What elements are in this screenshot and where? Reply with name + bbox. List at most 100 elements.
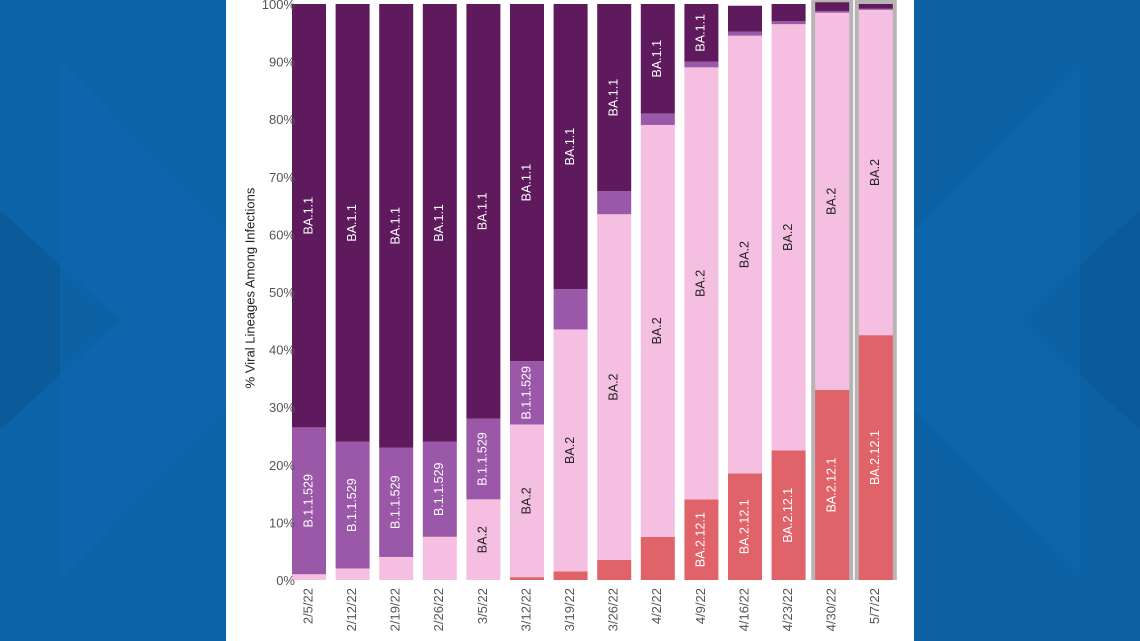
bar-segment-ba-2-3-19-22 [553,329,588,572]
segment-label-ba-2-4-9-22: BA.2 [694,270,708,297]
bar-segment-b-1-1-529-3-5-22 [466,418,501,500]
bar-segment-ba-2-4-23-22 [771,24,806,451]
segment-label-b-1-1-529-2-12-22: B.1.1.529 [345,478,359,532]
bar-segment-ba-2-3-5-22 [466,499,501,580]
segment-label-ba-2-4-23-22: BA.2 [781,224,795,251]
bar-segment-ba-2-4-30-22 [815,12,850,390]
segment-label-ba-2-3-5-22: BA.2 [476,526,490,553]
x-tick-label-5-7-22: 5/7/22 [867,588,882,624]
x-tick-label-4-30-22: 4/30/22 [824,588,839,631]
bar-segment-ba-2-3-26-22 [597,214,632,560]
bar-segment-ba-2-12-1-4-16-22 [728,473,762,580]
x-tick-label-2-5-22: 2/5/22 [300,588,315,624]
bar-segment-ba-2-2-12-22 [335,568,370,580]
segment-label-ba-2-4-16-22: BA.2 [737,241,751,268]
bar-segment-ba-2-2-19-22 [379,556,414,580]
y-axis-label: % Viral Lineages Among Infections [242,187,257,388]
bar-segment-ba-2-4-9-22 [684,67,719,500]
bar-segment-b-1-1-529-2-26-22 [422,441,457,537]
segment-label-ba-2-4-2-22: BA.2 [650,317,664,344]
bar-segment-ba-2-12-1-4-30-22 [815,389,850,580]
y-tick-label: 80% [269,112,295,127]
bar-segment-b-1-1-529-4-2-22 [640,113,675,125]
segment-label-ba-1-1-3-12-22: BA.1.1 [519,164,533,202]
x-tick-label-4-16-22: 4/16/22 [736,588,751,631]
bar-segment-ba-2-4-2-22 [640,124,675,537]
bar-segment-b-1-1-529-2-5-22 [292,427,326,575]
bar-segment-b-1-1-529-4-16-22 [728,31,762,36]
segment-label-ba-1-1-2-19-22: BA.1.1 [388,207,402,245]
x-tick-label-4-23-22: 4/23/22 [780,588,795,631]
y-tick-label: 0% [276,573,295,588]
bar-segment-ba-2-3-12-22 [510,424,544,578]
y-tick-label: 90% [269,55,295,70]
chart-panel: B.1.1.529 BA.1.1 B.1.1.529 BA.1.1 B.1.1.529 B… [226,0,914,641]
segment-label-b-1-1-529-2-19-22: B.1.1.529 [388,475,402,529]
segment-label-ba-1-1-4-2-22: BA.1.1 [650,40,664,78]
stacked-bar-chart: B.1.1.529 BA.1.1 B.1.1.529 BA.1.1 B.1.1.529 B… [242,0,897,631]
bar-segment-b-1-1-529-3-12-22 [510,361,544,425]
bar-segment-ba-1-1-2-19-22 [379,4,414,448]
segment-label-ba-2-3-12-22: BA.2 [519,487,533,514]
y-tick-label: 100% [262,0,296,12]
bar-segment-ba-1-1-2-26-22 [422,4,457,442]
bar-segment-ba-2-2-26-22 [422,536,457,580]
segment-label-ba-1-1-3-19-22: BA.1.1 [563,128,577,166]
segment-label-ba-2-12-1-4-30-22: BA.2.12.1 [824,457,838,512]
bar-segment-b-1-1-529-2-19-22 [379,447,414,557]
x-tick-label-4-2-22: 4/2/22 [649,588,664,624]
bar-segment-ba-1-1-4-30-22 [815,2,850,11]
x-tick-label-2-12-22: 2/12/22 [344,588,359,631]
x-tick-label-3-5-22: 3/5/22 [475,588,490,624]
bar-segment-b-1-1-529-4-30-22 [815,10,850,13]
bar-segment-b-1-1-529-3-19-22 [553,289,588,330]
segment-label-b-1-1-529-2-26-22: B.1.1.529 [432,462,446,516]
segment-label-ba-1-1-2-5-22: BA.1.1 [301,197,315,235]
segment-label-b-1-1-529-2-5-22: B.1.1.529 [301,474,315,528]
x-tick-label-4-9-22: 4/9/22 [693,588,708,624]
x-tick-label-2-19-22: 2/19/22 [388,588,403,631]
bar-segment-ba-1-1-4-23-22 [771,4,806,22]
y-tick-label: 10% [269,515,295,530]
bar-segment-b-1-1-529-5-7-22 [858,8,893,10]
bar-segment-ba-2-12-1-3-19-22 [553,571,588,580]
segment-label-ba-1-1-4-9-22: BA.1.1 [694,14,708,52]
bar-segment-b-1-1-529-4-23-22 [771,21,806,25]
bars: B.1.1.529 BA.1.1 B.1.1.529 BA.1.1 B.1.1.529 B… [292,2,893,580]
bar-segment-ba-2-5-7-22 [858,9,893,336]
bar-segment-ba-1-1-3-19-22 [553,4,588,290]
segment-label-ba-1-1-2-26-22: BA.1.1 [432,204,446,242]
y-tick-label: 40% [269,343,295,358]
bar-segment-ba-1-1-2-5-22 [292,4,326,428]
segment-label-b-1-1-529-3-12-22: B.1.1.529 [519,366,533,420]
bar-segment-ba-2-12-1-3-26-22 [597,559,632,580]
segment-label-ba-2-5-7-22: BA.2 [868,159,882,186]
bar-segment-ba-1-1-4-9-22 [684,4,719,62]
bar-segment-ba-1-1-4-16-22 [728,5,762,32]
x-tick-label-3-19-22: 3/19/22 [562,588,577,631]
y-tick-label: 50% [269,285,295,300]
segment-label-ba-2-4-30-22: BA.2 [824,188,838,215]
segment-label-b-1-1-529-3-5-22: B.1.1.529 [476,432,490,486]
bar-segment-ba-2-4-16-22 [728,35,762,474]
bar-segment-ba-1-1-4-2-22 [640,4,675,114]
segment-label-ba-2-12-1-4-16-22: BA.2.12.1 [737,499,751,554]
segment-label-ba-2-3-19-22: BA.2 [563,437,577,464]
bar-segment-ba-1-1-3-5-22 [466,4,501,419]
segment-label-ba-1-1-2-12-22: BA.1.1 [345,204,359,242]
x-axis: 2/5/22 2/12/22 2/19/22 2/26/22 3/5/22 3/12/22… [300,588,882,631]
x-tick-label-3-26-22: 3/26/22 [606,588,621,631]
segment-label-ba-1-1-3-5-22: BA.1.1 [476,193,490,231]
bar-segment-b-1-1-529-4-9-22 [684,61,719,68]
segment-label-ba-2-12-1-4-9-22: BA.2.12.1 [694,512,708,567]
x-tick-label-2-26-22: 2/26/22 [431,588,446,631]
bar-segment-b-1-1-529-3-26-22 [597,191,632,215]
bar-segment-ba-1-1-2-12-22 [335,4,370,442]
segment-label-ba-2-12-1-5-7-22: BA.2.12.1 [868,430,882,485]
y-tick-label: 20% [269,458,295,473]
segment-label-ba-1-1-3-26-22: BA.1.1 [606,79,620,117]
segment-label-ba-2-3-26-22: BA.2 [606,373,620,400]
bar-segment-ba-2-12-1-4-2-22 [640,536,675,580]
bar-segment-ba-1-1-3-26-22 [597,4,632,192]
bar-segment-ba-2-2-5-22 [292,574,326,580]
